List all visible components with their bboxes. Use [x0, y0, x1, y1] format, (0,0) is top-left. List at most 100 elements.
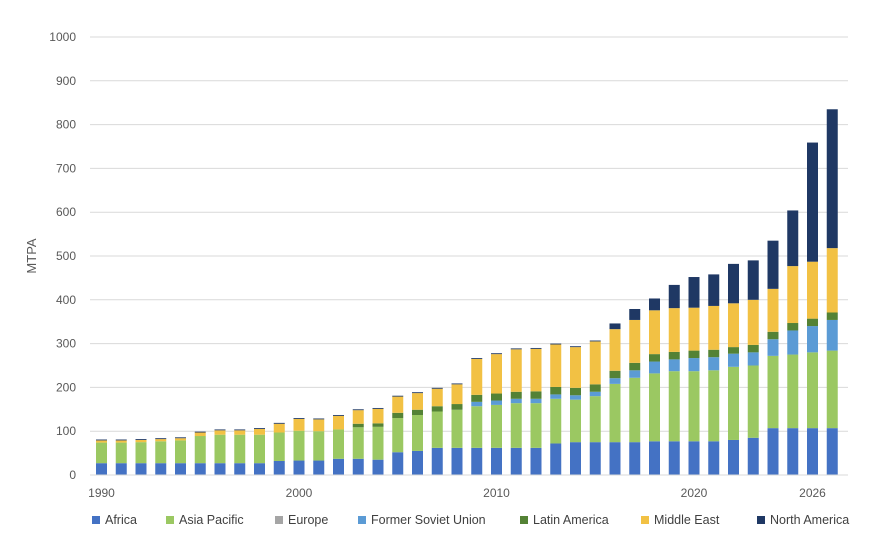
bar-segment-asia-pacific — [826, 350, 838, 429]
bar-segment-north-america — [175, 437, 186, 439]
bar-segment-asia-pacific — [96, 442, 107, 464]
bar-segment-former-soviet-union — [787, 330, 799, 355]
bar-segment-latin-america — [649, 354, 660, 362]
bar-segment-north-america — [767, 240, 779, 289]
bar-segment-asia-pacific — [728, 366, 739, 440]
bar-segment-north-america — [550, 343, 562, 345]
bar-segment-asia-pacific — [629, 377, 641, 443]
bar-segment-africa — [589, 442, 601, 475]
bar-segment-middle-east — [313, 419, 325, 432]
bar-segment-former-soviet-union — [510, 398, 522, 404]
bar-segment-asia-pacific — [372, 426, 384, 460]
bar-segment-north-america — [392, 395, 404, 397]
bar-segment-north-america — [234, 429, 246, 431]
bar-segment-north-america — [826, 109, 838, 249]
bar-segment-africa — [629, 442, 641, 475]
bar-segment-asia-pacific — [649, 373, 660, 442]
bar-segment-north-america — [787, 210, 799, 267]
bar-segment-north-america — [570, 346, 581, 348]
bar-segment-latin-america — [352, 423, 364, 428]
bar-segment-africa — [254, 463, 265, 475]
bar-segment-asia-pacific — [431, 411, 443, 448]
bar-segment-africa — [175, 463, 186, 475]
bar-segment-africa — [273, 460, 285, 475]
legend-swatch — [358, 516, 366, 524]
bar-segment-asia-pacific — [609, 383, 621, 443]
bar-segment-latin-america — [609, 370, 621, 379]
bar-segment-middle-east — [392, 396, 404, 413]
bar-segment-latin-america — [491, 393, 502, 401]
bar-segment-asia-pacific — [767, 355, 779, 429]
bar-segment-latin-america — [747, 344, 759, 353]
bar-segment-asia-pacific — [668, 371, 680, 442]
bar-segment-latin-america — [787, 323, 799, 331]
y-tick-label: 200 — [56, 380, 76, 394]
bar-segment-africa — [787, 428, 799, 475]
bar-segment-asia-pacific — [589, 396, 601, 443]
bar-segment-latin-america — [392, 412, 404, 419]
bar-segment-asia-pacific — [273, 432, 285, 461]
legend-swatch — [275, 516, 283, 524]
bar-segment-former-soviet-union — [668, 359, 680, 372]
bar-segment-middle-east — [649, 310, 660, 355]
bar-segment-middle-east — [293, 418, 305, 431]
bar-segment-africa — [807, 428, 818, 475]
legend-swatch — [166, 516, 174, 524]
bar-segment-middle-east — [550, 344, 562, 387]
bar-segment-africa — [728, 439, 739, 475]
bar-segment-north-america — [372, 407, 384, 409]
bar-segment-latin-america — [431, 406, 443, 412]
bar-segment-north-america — [629, 308, 641, 320]
bar-segment-asia-pacific — [747, 365, 759, 438]
bar-segment-middle-east — [491, 354, 502, 394]
bar-segment-africa — [826, 428, 838, 475]
bar-segment-africa — [649, 441, 660, 475]
x-tick-label: 2000 — [286, 486, 313, 500]
legend-label: Europe — [288, 513, 328, 527]
legend-swatch — [641, 516, 649, 524]
bar-segment-north-america — [293, 418, 305, 419]
bar-segment-asia-pacific — [214, 434, 226, 464]
bar-segment-former-soviet-union — [708, 357, 720, 371]
bar-segment-north-america — [728, 263, 739, 304]
bar-segment-latin-america — [550, 386, 562, 395]
y-tick-label: 1000 — [49, 30, 76, 44]
bar-segment-asia-pacific — [510, 403, 522, 448]
bar-segment-asia-pacific — [115, 442, 127, 464]
bar-segment-north-america — [214, 429, 226, 431]
bar-segment-asia-pacific — [708, 370, 720, 442]
bar-segment-middle-east — [96, 440, 107, 443]
legend-swatch — [757, 516, 765, 524]
bar-segment-north-america — [688, 277, 700, 308]
y-tick-label: 500 — [56, 249, 76, 263]
bar-segment-latin-america — [570, 387, 581, 396]
bar-segment-africa — [392, 452, 404, 475]
bar-segment-middle-east — [629, 319, 641, 363]
bar-segment-north-america — [115, 439, 127, 441]
bar-segment-africa — [431, 447, 443, 475]
legend-label: Latin America — [533, 513, 609, 527]
legend-label: Africa — [105, 513, 137, 527]
bar-segment-africa — [708, 441, 720, 475]
bar-segment-asia-pacific — [135, 442, 147, 464]
bar-segment-africa — [333, 458, 344, 475]
bar-segment-north-america — [807, 142, 818, 262]
bar-segment-latin-america — [530, 391, 542, 399]
bar-segment-middle-east — [826, 248, 838, 313]
bar-segment-africa — [155, 463, 167, 475]
bar-segment-middle-east — [412, 393, 423, 410]
bar-segment-former-soviet-union — [589, 391, 601, 397]
bar-segment-africa — [234, 463, 246, 475]
bar-segment-latin-america — [728, 347, 739, 354]
bar-segment-middle-east — [372, 408, 384, 424]
bar-segment-latin-america — [688, 350, 700, 359]
bar-segment-africa — [372, 459, 384, 475]
bar-segment-africa — [550, 443, 562, 475]
bar-segment-north-america — [273, 422, 285, 424]
bars — [96, 109, 838, 475]
bar-segment-latin-america — [629, 362, 641, 371]
bar-segment-middle-east — [510, 349, 522, 392]
bar-segment-africa — [412, 450, 423, 475]
y-tick-label: 400 — [56, 293, 76, 307]
bar-segment-middle-east — [333, 415, 344, 430]
